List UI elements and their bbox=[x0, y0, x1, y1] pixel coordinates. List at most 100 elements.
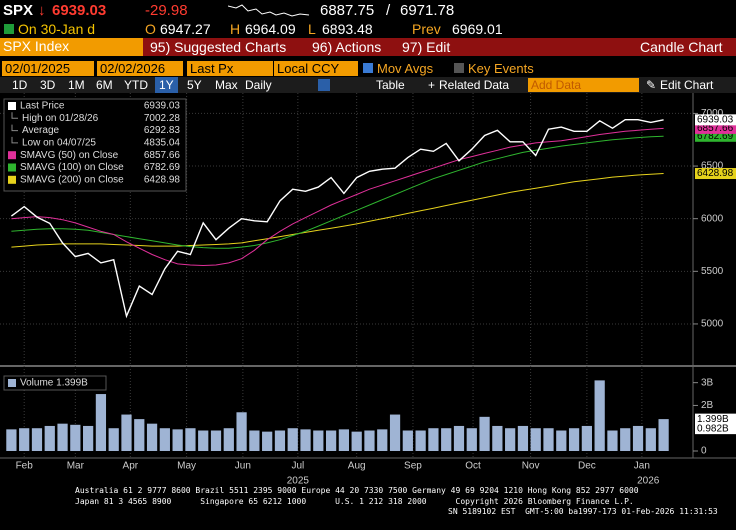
volume-bar bbox=[402, 430, 413, 451]
x-tick-label: Oct bbox=[465, 461, 481, 472]
legend: Last Price 6939.03 High on 01/28/26 7002.28… bbox=[3, 98, 187, 192]
period-button[interactable]: 6M bbox=[96, 78, 113, 92]
frequency[interactable]: Daily bbox=[245, 78, 272, 92]
volume-bar bbox=[632, 425, 644, 451]
period-button[interactable]: 1Y bbox=[155, 77, 178, 93]
status-icon bbox=[4, 24, 14, 34]
key-events[interactable]: Key Events bbox=[468, 61, 534, 76]
security[interactable]: SPX Index bbox=[0, 38, 143, 56]
y-tick-label: 6000 bbox=[701, 213, 724, 224]
field[interactable]: Last Px bbox=[187, 61, 273, 76]
range-high: 6971.78 bbox=[400, 2, 455, 19]
volume-tag-label: 0.982B bbox=[697, 423, 729, 434]
volume-tag bbox=[695, 413, 736, 425]
end-date[interactable]: 02/02/2026 bbox=[97, 61, 183, 76]
footer-line: SN 5189102 EST GMT-5:00 ba1997-173 01-Fe… bbox=[448, 507, 718, 516]
price-tag bbox=[695, 114, 736, 126]
volume-bar bbox=[274, 430, 286, 451]
volume-bar bbox=[568, 428, 580, 451]
volume-bar bbox=[556, 430, 567, 451]
legend-label: Average bbox=[22, 125, 60, 136]
period-button[interactable]: YTD bbox=[124, 78, 148, 92]
year-label: 2026 bbox=[637, 476, 660, 487]
footer-line: Japan 81 3 4565 8900 Singapore 65 6212 1… bbox=[75, 497, 634, 506]
volume-bar bbox=[543, 428, 554, 451]
volume-bar bbox=[19, 428, 30, 451]
y-tick-label: 5000 bbox=[701, 319, 724, 330]
legend-swatch bbox=[8, 379, 16, 387]
legend-label: Volume 1.399B bbox=[20, 378, 88, 389]
volume-bar bbox=[466, 428, 477, 451]
volume-bar bbox=[581, 425, 592, 451]
series-line bbox=[11, 135, 664, 249]
volume-bar bbox=[620, 428, 631, 451]
volume-bar bbox=[492, 425, 503, 451]
legend-value: 6939.03 bbox=[144, 101, 181, 112]
volume-bar bbox=[517, 425, 529, 451]
legend-tree bbox=[11, 136, 18, 144]
legend-value: 7002.28 bbox=[144, 113, 181, 124]
period-button[interactable]: 1M bbox=[68, 78, 85, 92]
chart-icon[interactable] bbox=[318, 79, 330, 91]
add-data[interactable]: Add Data bbox=[528, 78, 639, 92]
volume-tag bbox=[695, 423, 736, 435]
edit-chart[interactable]: Edit Chart bbox=[660, 78, 714, 92]
y-tick-label: 7000 bbox=[701, 108, 724, 119]
legend-swatch bbox=[8, 102, 16, 110]
volume-bar bbox=[325, 430, 337, 451]
x-tick-label: Nov bbox=[522, 461, 540, 472]
checkbox[interactable] bbox=[363, 63, 373, 73]
series-line bbox=[10, 119, 664, 319]
plus-icon: + bbox=[428, 78, 436, 92]
period-button[interactable]: 5Y bbox=[187, 78, 202, 92]
price-tag bbox=[695, 168, 736, 180]
legend-label: Last Price bbox=[20, 101, 65, 112]
start-date[interactable]: 02/01/2025 bbox=[2, 61, 94, 76]
volume-bar bbox=[159, 428, 170, 451]
period-button[interactable]: 1D bbox=[12, 78, 28, 92]
volume-bar bbox=[338, 429, 350, 451]
volume-bar bbox=[198, 430, 209, 451]
range-low: 6887.75 bbox=[320, 2, 375, 19]
volume-bar bbox=[313, 430, 324, 451]
legend-value: 6857.66 bbox=[144, 150, 181, 161]
period-button[interactable]: 3D bbox=[40, 78, 56, 92]
menu-item[interactable]: 96) Actions bbox=[312, 39, 382, 55]
legend-label: SMAVG (100) on Close bbox=[20, 162, 124, 173]
mov-avgs[interactable]: Mov Avgs bbox=[377, 61, 434, 76]
change: -29.98 bbox=[145, 2, 188, 19]
legend-label: Low on 04/07/25 bbox=[22, 138, 96, 149]
legend-value: 4835.04 bbox=[144, 138, 181, 149]
volume-bar bbox=[479, 416, 490, 451]
volume-bar bbox=[453, 425, 465, 451]
price-tag-label: 6782.69 bbox=[697, 131, 734, 142]
volume-bar bbox=[389, 414, 401, 451]
volume-bar bbox=[210, 430, 222, 451]
table[interactable]: Table bbox=[376, 78, 405, 92]
currency[interactable]: Local CCY bbox=[274, 61, 358, 76]
prev: 6969.01 bbox=[452, 21, 503, 37]
period-button[interactable]: Max bbox=[215, 78, 238, 92]
volume-bar bbox=[146, 423, 158, 451]
legend-swatch bbox=[8, 175, 16, 184]
menu-item[interactable]: 97) Edit bbox=[402, 39, 451, 55]
x-tick-label: Mar bbox=[67, 461, 85, 472]
price-tag-label: 6428.98 bbox=[697, 168, 734, 179]
menu-item[interactable]: 95) Suggested Charts bbox=[150, 39, 287, 55]
open-label: O bbox=[145, 21, 156, 37]
low: 6893.48 bbox=[322, 21, 373, 37]
volume-bar bbox=[364, 430, 375, 451]
volume-bar bbox=[236, 412, 247, 451]
y-tick-label: 6500 bbox=[701, 161, 724, 172]
volume-bar bbox=[441, 428, 452, 451]
volume-bar bbox=[185, 428, 196, 451]
checkbox[interactable] bbox=[454, 63, 464, 73]
legend-label: SMAVG (200) on Close bbox=[20, 174, 124, 185]
volume-bar bbox=[594, 380, 605, 451]
volume-bar bbox=[415, 430, 426, 451]
x-tick-label: Jan bbox=[634, 461, 650, 472]
volume-bar bbox=[108, 428, 119, 451]
related-data[interactable]: Related Data bbox=[439, 78, 510, 92]
x-tick-label: Sep bbox=[404, 461, 422, 472]
